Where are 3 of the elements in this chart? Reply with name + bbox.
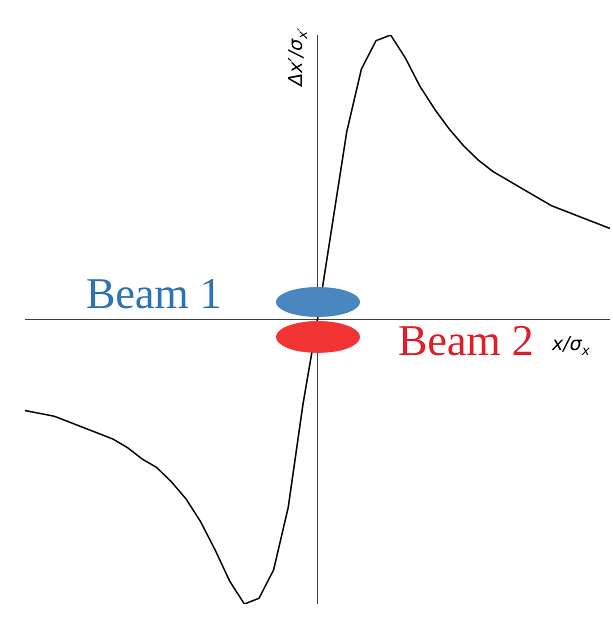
annotation: Beam 2 (398, 316, 534, 365)
annotation: Beam 1 (86, 269, 222, 318)
x-axis-title: x/σ$_{x}$ (552, 333, 590, 359)
